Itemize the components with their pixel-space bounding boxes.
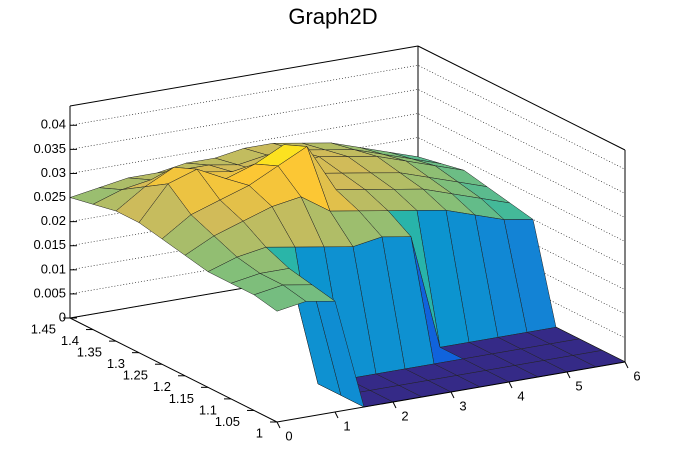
z-tick-label: 0.015 [33, 237, 66, 252]
z-tick-label: 0.01 [41, 261, 66, 276]
y-tick-label: 1.35 [77, 345, 102, 360]
x-tick [392, 401, 397, 409]
y-tick-label: 1.25 [123, 368, 148, 383]
y-tick-label: 1.4 [61, 333, 79, 348]
z-tick-label: 0.025 [33, 189, 66, 204]
surface-cell [253, 284, 307, 312]
x-tick [450, 391, 455, 399]
z-tick-label: 0.02 [41, 213, 66, 228]
grid-line [69, 89, 626, 194]
x-tick [566, 371, 571, 379]
y-tick-label: 1.2 [153, 379, 171, 394]
grid-line [69, 113, 626, 218]
x-tick-label: 6 [633, 368, 640, 383]
x-tick-label: 3 [459, 398, 466, 413]
z-tick-label: 0.03 [41, 165, 66, 180]
grid-line [69, 233, 626, 339]
grid-line [69, 64, 626, 170]
x-tick-label: 5 [575, 378, 582, 393]
z-tick-label: 0 [59, 309, 66, 324]
y-tick-label: 1.3 [107, 356, 125, 371]
x-tick [508, 381, 513, 389]
x-tick-label: 2 [401, 408, 408, 423]
chart-title: Graph2D [288, 4, 377, 29]
x-tick-label: 1 [343, 418, 350, 433]
x-tick [624, 361, 629, 369]
y-tick-label: 1.1 [199, 402, 217, 417]
y-tick-label: 1.45 [31, 321, 56, 336]
z-tick-label: 0.035 [33, 141, 66, 156]
y-tick-label: 1 [256, 425, 263, 440]
z-tick-label: 0.005 [33, 285, 66, 300]
y-tick-label: 1.15 [169, 391, 194, 406]
x-tick-label: 0 [285, 428, 292, 443]
z-tick-label: 0.04 [41, 117, 66, 132]
box-edge [417, 45, 626, 151]
y-tick-label: 1.05 [215, 414, 240, 429]
box-edge [69, 317, 278, 423]
x-tick [276, 421, 281, 429]
box-edge [69, 45, 419, 107]
x-tick [334, 411, 339, 419]
x-tick-label: 4 [517, 388, 524, 403]
